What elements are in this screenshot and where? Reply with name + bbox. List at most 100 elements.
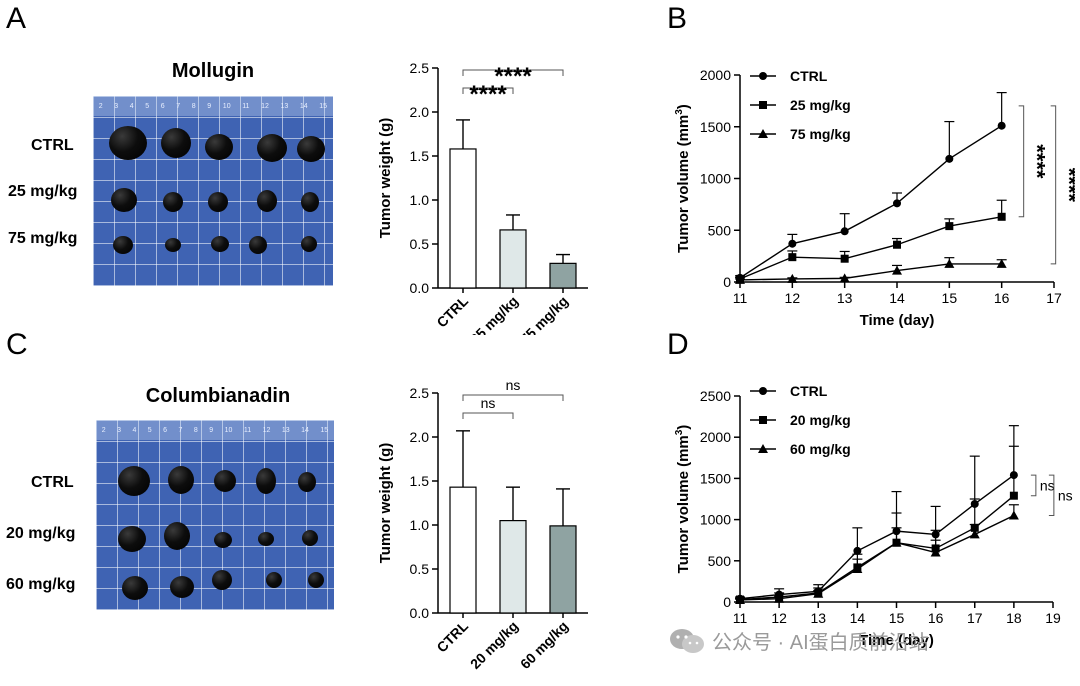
tumor-photo-c: 2 3 4 5 6 7 8 9 10 11 12 13 14 15 [96, 420, 334, 610]
row-label: 75 mg/kg [8, 230, 78, 247]
tumor [214, 470, 236, 492]
x-tick-label: 17 [967, 610, 983, 626]
ruler-tick: 3 [117, 426, 121, 434]
tumor [113, 236, 133, 254]
significance-bracket [462, 412, 514, 419]
significance-label: **** [469, 81, 507, 108]
x-tick-label: 16 [928, 610, 944, 626]
ruler-tick: 11 [242, 102, 250, 110]
y-tick-label: 1500 [700, 470, 731, 486]
tumor [122, 576, 148, 600]
tumor [211, 236, 229, 252]
y-tick-label: 2000 [700, 67, 731, 83]
tumor [308, 572, 324, 588]
series-line [739, 514, 1015, 601]
x-tick-label: 14 [889, 290, 905, 306]
y-tick-label: 0.5 [410, 236, 430, 252]
series-0 [735, 91, 1007, 282]
x-tick-label: 12 [771, 610, 787, 626]
series-2 [735, 504, 1019, 604]
series-line [739, 216, 1002, 280]
significance-label: **** [1057, 168, 1075, 203]
ruler-tick: 8 [193, 426, 198, 434]
x-tick-label: 12 [785, 290, 801, 306]
y-tick-label: 1.0 [410, 517, 430, 533]
tumor [118, 526, 146, 552]
legend-marker [759, 72, 767, 80]
tumor [249, 236, 267, 254]
y-tick-label: 0.5 [410, 561, 430, 577]
tumor [256, 468, 276, 494]
tumor [257, 190, 277, 212]
x-tick-label: 13 [837, 290, 853, 306]
data-point [1009, 491, 1018, 500]
y-tick-label: 1500 [700, 119, 731, 135]
data-point [892, 265, 902, 275]
legend-marker [759, 387, 767, 395]
tumor [214, 532, 232, 548]
y-tick-label: 1000 [700, 512, 731, 528]
legend-label: CTRL [790, 383, 828, 399]
tumor [109, 126, 147, 160]
significance-label: ns [1040, 477, 1055, 493]
legend-label: 20 mg/kg [790, 412, 851, 428]
x-axis-label: Time (day) [859, 632, 934, 649]
y-tick-label: 1.0 [410, 192, 430, 208]
series-0 [735, 425, 1019, 603]
panel-letter-b: B [667, 2, 688, 35]
tumor [170, 576, 194, 598]
tumor [258, 532, 274, 546]
legend-marker [759, 416, 767, 424]
watermark-text: 公众号 · AI蛋白质前沿站 [712, 632, 929, 654]
bar [499, 229, 527, 289]
tumor [118, 466, 150, 496]
x-tick-label: 25 mg/kg [467, 293, 521, 335]
series-line [739, 474, 1015, 600]
data-point [759, 416, 767, 424]
x-tick-label: 17 [1046, 290, 1062, 306]
ruler-tick: 10 [222, 102, 231, 110]
photo-title-mollugin: Mollugin [171, 60, 255, 82]
significance-bracket [462, 394, 564, 401]
y-tick-label: 2.5 [410, 385, 430, 401]
data-point [1008, 510, 1019, 520]
y-tick-label: 0.0 [410, 605, 430, 621]
data-point [944, 258, 955, 268]
significance-label: **** [1025, 144, 1050, 179]
y-axis-label: Tumor volume (mm3) [674, 104, 692, 253]
x-tick-label: CTRL [433, 292, 471, 330]
legend-label: 60 mg/kg [790, 441, 851, 457]
tumor [168, 466, 194, 494]
photo-title-columbianadin: Columbianadin [145, 385, 291, 407]
row-label: 25 mg/kg [8, 183, 78, 200]
significance-bracket [462, 87, 514, 94]
data-point [759, 101, 767, 109]
ruler-tick: 8 [191, 102, 196, 110]
data-point [758, 444, 768, 453]
series-1 [735, 199, 1007, 283]
y-tick-label: 2000 [700, 429, 731, 445]
y-axis-label: Tumor weight (g) [377, 118, 394, 239]
y-tick-label: 1.5 [410, 473, 430, 489]
ruler-tick: 13 [280, 102, 289, 110]
row-label: CTRL [31, 474, 74, 491]
panel-letter-c: C [6, 328, 28, 361]
legend-label: 75 mg/kg [790, 126, 851, 142]
bar [549, 262, 577, 289]
ruler-tick: 9 [209, 426, 214, 434]
bar [499, 520, 527, 614]
tumor [165, 238, 181, 252]
y-tick-label: 0.0 [410, 280, 430, 296]
bar [449, 148, 477, 289]
series-line [739, 263, 1002, 281]
ruler-tick: 5 [147, 426, 152, 434]
tumor [266, 572, 282, 588]
x-axis-label: Time (day) [860, 312, 935, 329]
ruler-tick: 9 [207, 102, 212, 110]
ruler: 2 3 4 5 6 7 8 9 10 11 12 13 14 15 [93, 96, 333, 116]
data-point [759, 387, 767, 395]
bar [449, 486, 477, 614]
legend-label: CTRL [790, 68, 828, 84]
ruler-tick: 3 [114, 102, 119, 110]
data-point [930, 547, 941, 557]
